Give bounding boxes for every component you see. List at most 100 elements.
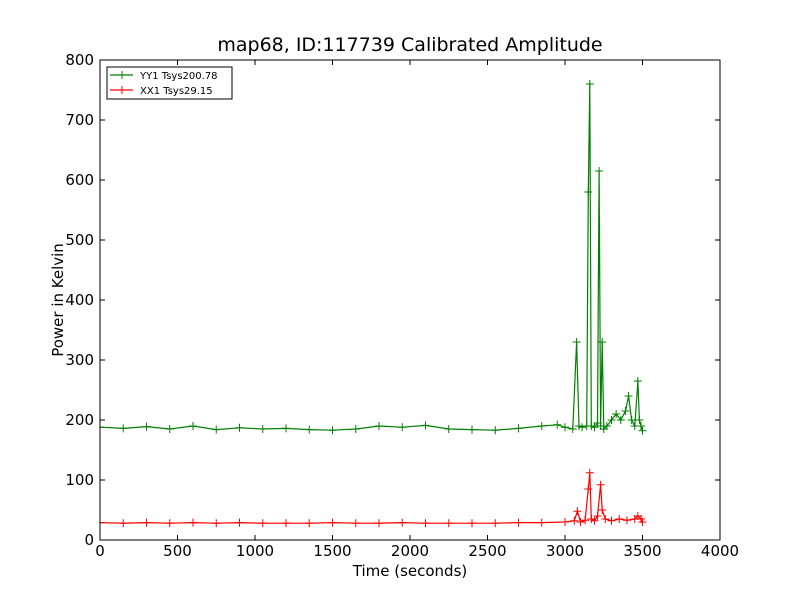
data-point-marker xyxy=(375,519,383,528)
data-point-marker xyxy=(491,519,500,528)
data-point-marker xyxy=(351,519,360,528)
data-point-marker xyxy=(584,485,593,493)
data-point-marker xyxy=(258,519,267,528)
data-point-marker xyxy=(568,425,577,433)
data-point-marker xyxy=(635,416,644,424)
data-point-marker xyxy=(212,425,221,434)
data-point-marker xyxy=(514,424,523,433)
data-point-marker xyxy=(514,518,523,527)
data-point-marker xyxy=(585,80,594,88)
data-point-marker xyxy=(100,518,104,527)
data-point-marker xyxy=(537,518,546,527)
data-point-marker xyxy=(305,425,314,434)
x-tick-label: 2500 xyxy=(468,542,506,560)
data-point-marker xyxy=(282,424,290,433)
data-point-marker xyxy=(585,468,594,477)
data-point-marker xyxy=(165,425,174,433)
data-point-marker xyxy=(595,167,604,175)
data-point-marker xyxy=(235,423,244,432)
data-point-marker xyxy=(398,518,407,527)
data-point-marker xyxy=(142,422,151,431)
data-point-marker xyxy=(624,392,633,400)
y-tick-label: 100 xyxy=(65,471,94,489)
series-line xyxy=(100,83,644,431)
data-point-marker xyxy=(615,515,624,523)
data-point-marker xyxy=(553,420,562,429)
series-group xyxy=(100,468,647,528)
y-tick-label: 500 xyxy=(65,231,94,249)
legend-marker xyxy=(118,71,126,79)
data-point-marker xyxy=(598,338,607,346)
data-point-marker xyxy=(328,426,337,435)
data-point-marker xyxy=(165,519,174,528)
data-point-marker xyxy=(633,377,642,385)
data-point-marker xyxy=(142,518,151,527)
data-point-marker xyxy=(578,423,587,432)
data-point-marker xyxy=(189,422,197,430)
data-point-marker xyxy=(590,423,599,432)
data-point-marker xyxy=(572,338,581,346)
data-point-marker xyxy=(421,519,430,528)
y-tick-label: 200 xyxy=(65,411,94,429)
x-tick-label: 500 xyxy=(163,542,192,560)
chart-title: map68, ID:117739 Calibrated Amplitude xyxy=(217,34,603,56)
legend-label: YY1 Tsys200.78 xyxy=(139,71,218,82)
data-point-marker xyxy=(590,516,599,525)
data-point-marker xyxy=(491,426,500,435)
data-point-marker xyxy=(636,422,645,430)
data-point-marker xyxy=(212,519,221,528)
data-point-marker xyxy=(607,416,616,424)
data-point-marker xyxy=(375,422,383,430)
data-point-marker xyxy=(612,410,621,418)
data-point-marker xyxy=(305,519,314,528)
x-tick-label: 3000 xyxy=(546,542,584,560)
legend: YY1 Tsys200.78 XX1 Tsys29.15 xyxy=(106,66,233,100)
y-tick-label: 800 xyxy=(65,51,94,69)
data-point-marker xyxy=(328,518,337,527)
legend-marker xyxy=(118,86,126,94)
x-tick-label: 1500 xyxy=(313,542,351,560)
data-point-marker xyxy=(584,188,593,196)
data-point-marker xyxy=(581,516,590,525)
legend-box xyxy=(106,66,233,100)
x-tick-label: 2000 xyxy=(391,542,429,560)
data-point-marker xyxy=(444,519,453,528)
data-point-marker xyxy=(235,518,244,527)
data-point-marker xyxy=(601,515,610,523)
x-tick-label: 1000 xyxy=(236,542,274,560)
data-point-marker xyxy=(468,425,476,434)
data-point-marker xyxy=(537,422,546,430)
data-point-marker xyxy=(421,421,430,430)
data-point-marker xyxy=(189,518,197,527)
data-point-marker xyxy=(607,516,616,525)
data-point-marker xyxy=(623,516,631,525)
data-point-marker xyxy=(616,416,625,424)
plot-frame xyxy=(99,59,721,541)
x-tick-label: 4000 xyxy=(701,542,739,560)
data-point-marker xyxy=(573,507,582,516)
data-point-marker xyxy=(627,416,636,424)
data-point-marker xyxy=(258,425,267,433)
y-tick-label: 300 xyxy=(65,351,94,369)
data-point-marker xyxy=(596,480,605,489)
data-point-marker xyxy=(119,424,128,433)
y-tick-label: 0 xyxy=(84,531,94,549)
data-point-marker xyxy=(398,423,407,432)
x-tick-label: 0 xyxy=(95,542,105,560)
series-line xyxy=(100,472,644,524)
x-axis-label: Time (seconds) xyxy=(352,562,468,580)
data-point-marker xyxy=(119,519,128,528)
y-tick-label: 700 xyxy=(65,111,94,129)
data-point-marker xyxy=(468,519,476,528)
data-point-marker xyxy=(576,518,585,526)
data-point-marker xyxy=(638,518,647,526)
data-point-marker xyxy=(282,519,290,528)
series-group xyxy=(100,80,647,435)
legend-label: XX1 Tsys29.15 xyxy=(140,86,213,97)
data-point-marker xyxy=(100,423,104,432)
data-point-marker xyxy=(602,422,611,430)
data-point-marker xyxy=(621,407,630,415)
data-point-marker xyxy=(351,425,360,433)
data-point-marker xyxy=(638,426,647,435)
